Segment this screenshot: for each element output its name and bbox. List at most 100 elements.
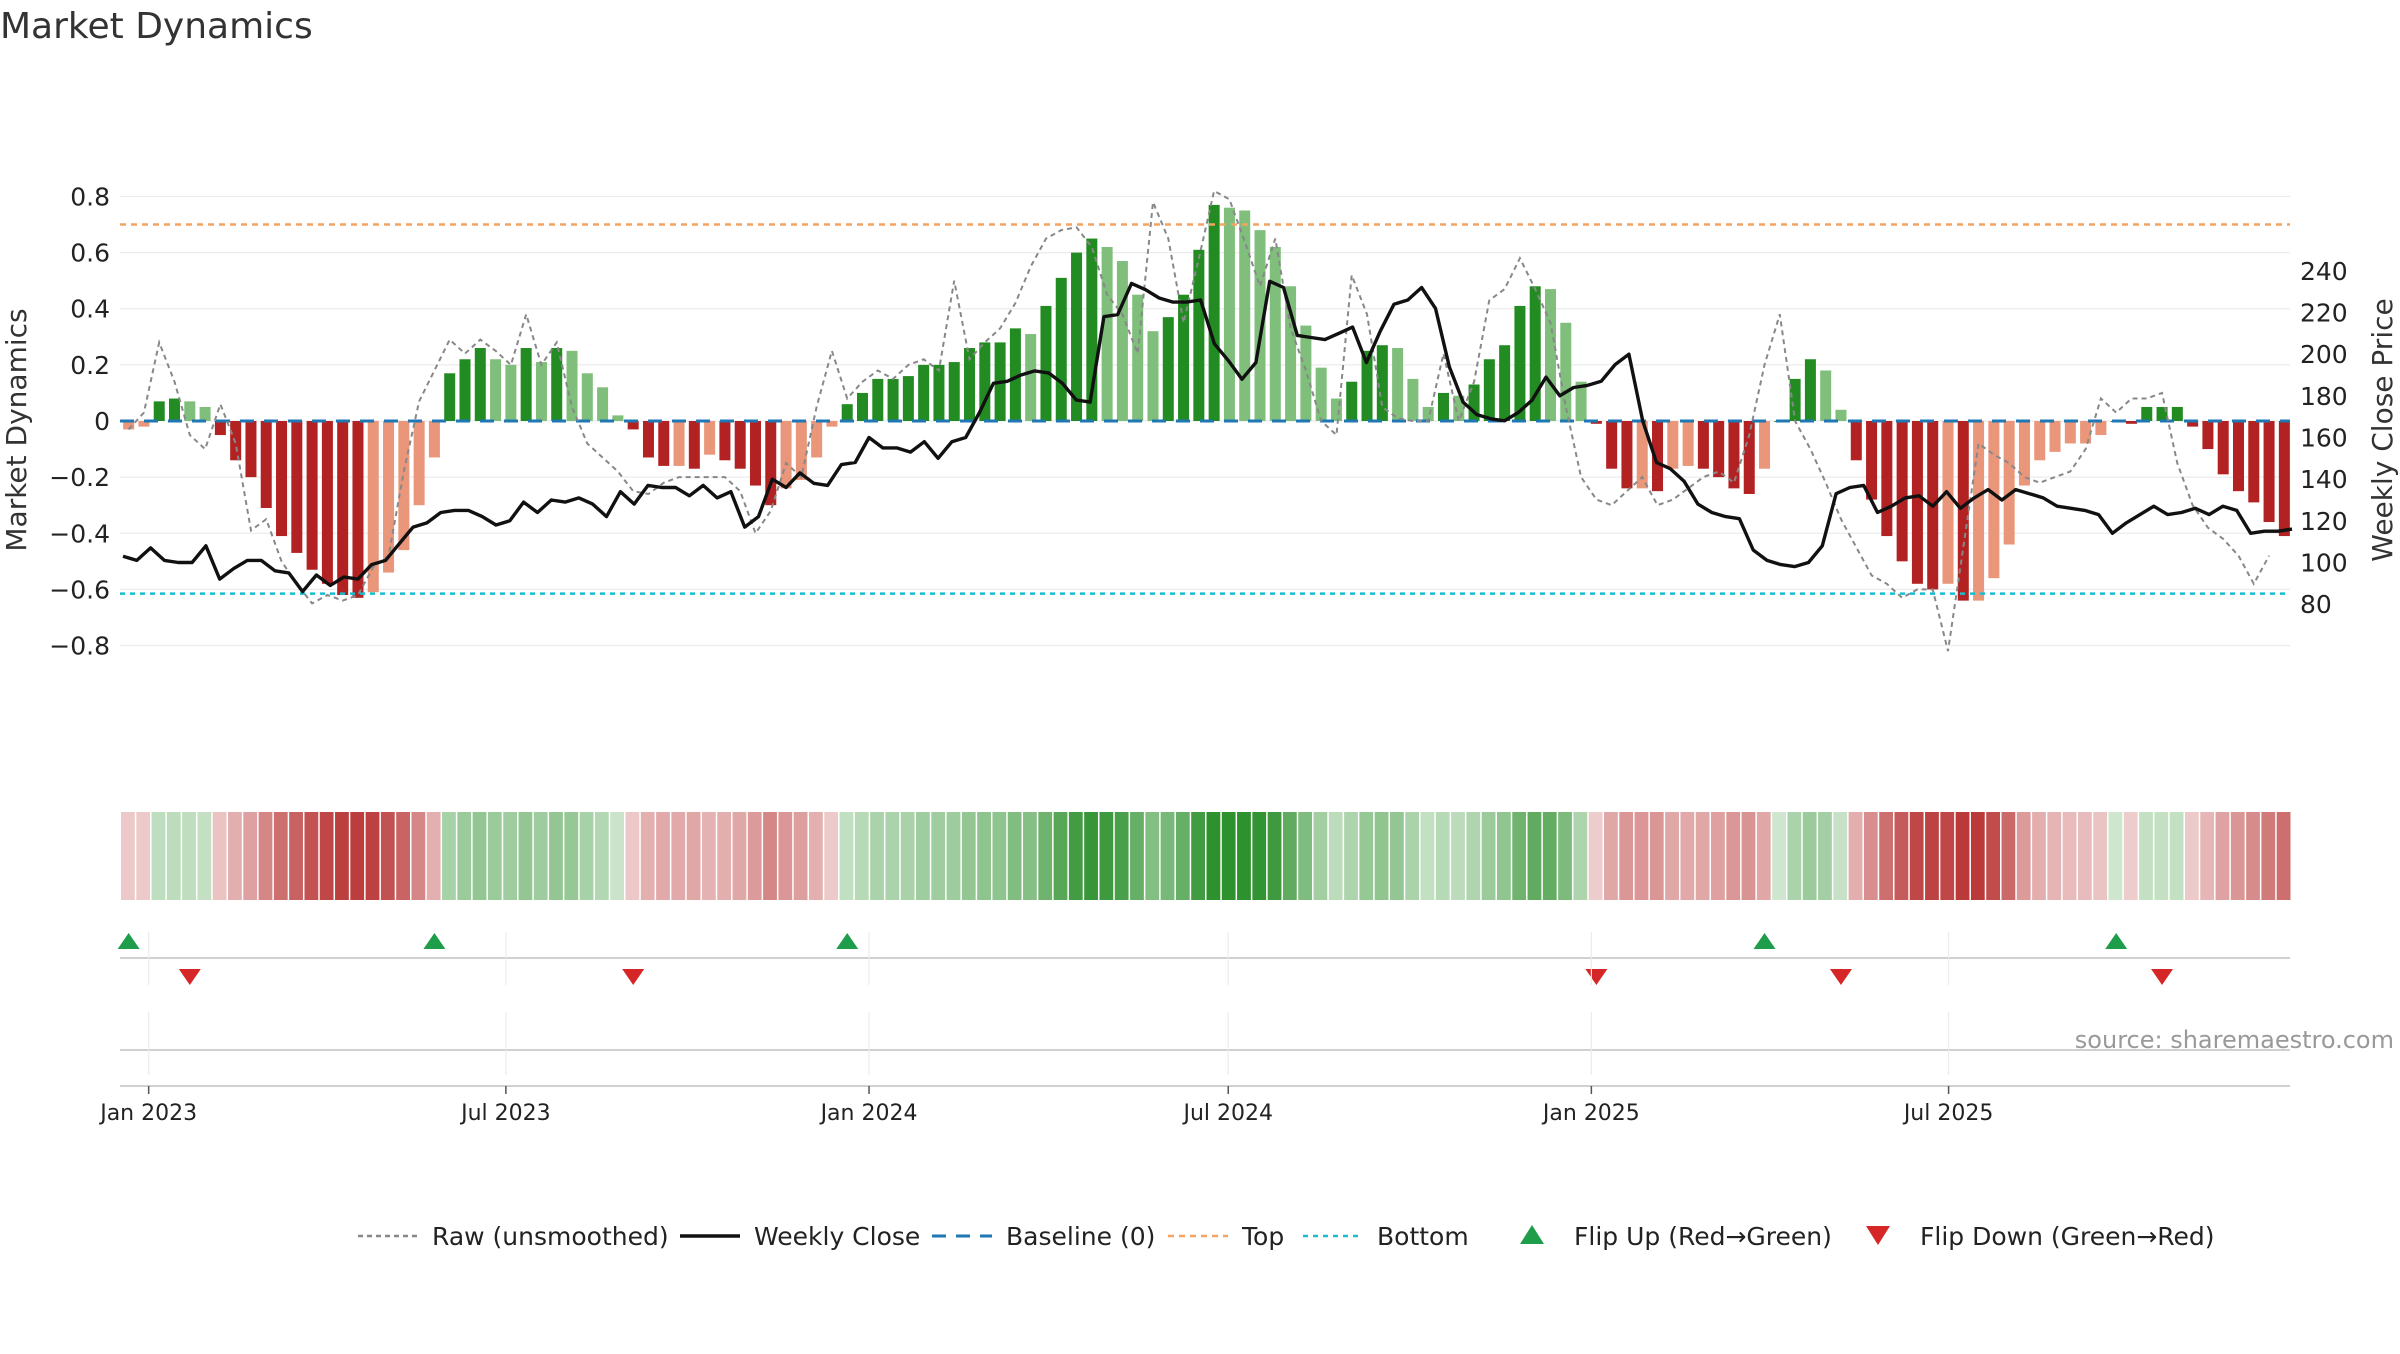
- state-cell: [1711, 812, 1725, 900]
- state-cell: [1756, 812, 1771, 900]
- md-bar: [1300, 325, 1312, 421]
- state-cell: [1099, 812, 1114, 900]
- state-cell: [2276, 812, 2291, 900]
- state-cell: [319, 812, 334, 900]
- axes-layer: 0.8 0.6 0.4 0.2 0 −0.2 −0.4 −0.6 −0.8 240 220 200 18…: [49, 182, 2347, 660]
- state-cell: [2215, 812, 2230, 900]
- y-tick-label: 0.8: [70, 182, 110, 211]
- md-bar: [749, 421, 761, 486]
- reference-lines: [120, 223, 2290, 595]
- state-cell: [625, 812, 640, 900]
- md-bar: [918, 364, 930, 421]
- state-cell: [1695, 812, 1710, 900]
- state-cell: [1191, 812, 1205, 900]
- state-cell: [992, 812, 1007, 900]
- md-bar: [505, 364, 517, 421]
- md-bar: [948, 362, 960, 421]
- state-cell: [289, 812, 303, 900]
- md-bar: [184, 401, 196, 421]
- y-tick-label: −0.4: [49, 519, 110, 548]
- state-cell: [916, 812, 930, 900]
- md-bar: [428, 421, 440, 458]
- state-cell: [1481, 812, 1496, 900]
- md-bar: [1866, 421, 1878, 500]
- y2-tick-label: 180: [2300, 382, 2348, 411]
- legend: Raw (unsmoothed) Weekly Close Baseline (0)…: [358, 1222, 2215, 1251]
- x-tick-label: Jul 2024: [1181, 1101, 1273, 1126]
- md-bar: [2141, 406, 2153, 421]
- state-cell: [1053, 812, 1068, 900]
- md-bar: [153, 401, 165, 421]
- state-cell: [1160, 812, 1175, 900]
- md-bar: [642, 421, 654, 458]
- state-cell: [1894, 812, 1909, 900]
- state-cell: [1665, 812, 1679, 900]
- md-bar: [1973, 421, 1985, 601]
- state-cell: [701, 812, 716, 900]
- md-bar: [1009, 328, 1021, 421]
- legend-label: Raw (unsmoothed): [432, 1222, 669, 1251]
- state-cell: [2169, 812, 2184, 900]
- md-bar: [902, 376, 914, 421]
- md-bar: [1514, 305, 1526, 421]
- state-cell: [931, 812, 946, 900]
- md-bar: [2095, 421, 2107, 436]
- md-bar: [2263, 421, 2275, 523]
- md-bar: [627, 421, 639, 430]
- state-cell: [2184, 812, 2199, 900]
- state-cell: [472, 812, 487, 900]
- md-bar: [2248, 421, 2260, 503]
- state-cell: [1114, 812, 1129, 900]
- state-cell: [1068, 812, 1083, 900]
- state-cell: [1145, 812, 1160, 900]
- md-bar: [1483, 359, 1495, 421]
- state-cell: [1634, 812, 1649, 900]
- state-cell: [151, 812, 166, 900]
- x-axis: Jan 2023 Jul 2023 Jan 2024 Jul 2024 Jan 2025…: [98, 932, 1993, 1126]
- md-bar: [551, 348, 563, 421]
- legend-label: Weekly Close: [754, 1222, 920, 1251]
- md-bar: [673, 421, 685, 466]
- state-cell: [1879, 812, 1893, 900]
- md-bar: [1835, 409, 1847, 421]
- state-cell: [1818, 812, 1832, 900]
- md-bar: [1453, 395, 1465, 421]
- md-bar: [352, 421, 364, 598]
- state-cell: [228, 812, 242, 900]
- md-bar: [856, 392, 869, 421]
- flip-up-marker: [423, 933, 446, 949]
- state-cell: [2230, 812, 2245, 900]
- md-bar: [704, 421, 716, 455]
- state-cell: [1359, 812, 1374, 900]
- state-cell: [1435, 812, 1450, 900]
- bars-layer: [123, 204, 2290, 601]
- state-cell: [1986, 812, 2001, 900]
- state-cell: [1940, 812, 1955, 900]
- md-bar: [1636, 421, 1648, 489]
- state-cell: [579, 812, 594, 900]
- md-bar: [1422, 406, 1434, 421]
- md-bar: [291, 421, 303, 553]
- md-bar: [2187, 421, 2199, 427]
- md-bar: [1193, 249, 1205, 421]
- md-bar: [1346, 381, 1358, 421]
- x-tick-label: Jul 2023: [459, 1101, 551, 1126]
- state-cell: [182, 812, 196, 900]
- md-bar: [1407, 378, 1419, 421]
- state-cell: [1298, 812, 1313, 900]
- state-cell: [350, 812, 365, 900]
- md-bar: [367, 421, 379, 593]
- md-bar: [765, 421, 777, 506]
- md-bar: [138, 421, 150, 427]
- state-cell: [747, 812, 762, 900]
- y2-tick-label: 160: [2300, 424, 2348, 453]
- md-bar: [383, 421, 395, 573]
- md-bar: [321, 421, 333, 584]
- md-bar: [1055, 277, 1067, 421]
- state-cell: [457, 812, 472, 900]
- state-cell: [763, 812, 777, 900]
- state-cell: [1466, 812, 1481, 900]
- md-bar: [245, 421, 257, 478]
- md-bar: [520, 348, 532, 421]
- md-bar: [1392, 348, 1404, 421]
